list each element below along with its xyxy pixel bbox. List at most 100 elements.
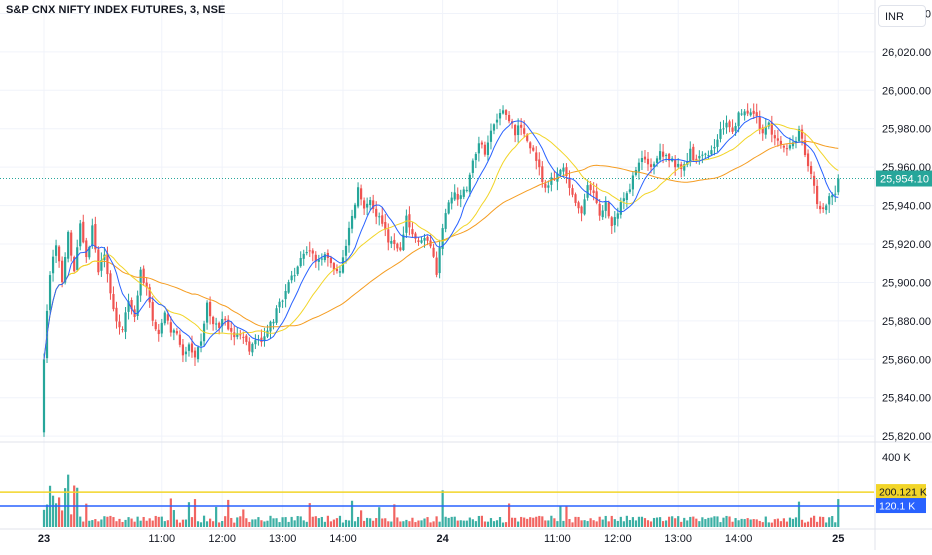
candle-body	[577, 202, 580, 209]
candle-body	[212, 316, 215, 325]
candle-body	[48, 275, 52, 311]
volume-bar	[707, 517, 710, 527]
candle-body	[64, 257, 67, 283]
volume-bar	[254, 519, 257, 527]
volume-bar	[278, 522, 281, 527]
volume-bar	[837, 499, 840, 527]
last-price-label: 25,954.10	[880, 173, 929, 185]
volume-bar	[450, 516, 453, 527]
volume-bar	[520, 516, 523, 527]
volume-bar	[142, 516, 145, 527]
candle-body	[281, 300, 284, 302]
volume-bar	[338, 515, 342, 527]
candle-body	[224, 318, 227, 320]
volume-bar	[550, 515, 553, 527]
candle-body	[601, 210, 604, 218]
candle-body	[501, 110, 505, 114]
volume-bar	[643, 518, 647, 527]
candle-body	[707, 155, 710, 157]
volume-bar	[622, 521, 625, 527]
candle-body	[154, 322, 157, 330]
candle-body	[625, 193, 628, 201]
volume-bar	[335, 518, 339, 527]
candle-body	[435, 257, 438, 275]
candle-body	[112, 294, 115, 310]
volume-bar	[731, 521, 734, 527]
volume-bar	[616, 520, 619, 527]
candle-body	[233, 332, 236, 338]
volume-bar	[813, 515, 816, 527]
candle-body	[544, 183, 547, 188]
volume-bar	[559, 506, 562, 527]
volume-bar	[326, 515, 329, 527]
volume-bar	[76, 487, 79, 527]
volume-bar	[822, 516, 825, 527]
candle-body	[308, 250, 311, 252]
volume-bar	[136, 516, 139, 527]
time-tick-label: 23	[38, 533, 50, 545]
candle-body	[148, 287, 151, 303]
candle-body	[462, 189, 465, 197]
volume-bar	[695, 518, 698, 527]
volume-bar	[175, 519, 178, 527]
candle-body	[293, 275, 296, 277]
volume-bar	[619, 516, 622, 527]
candle-body	[196, 347, 200, 360]
volume-bar	[187, 502, 191, 527]
candle-body	[106, 253, 109, 275]
volume-bar	[474, 521, 477, 527]
candle-body	[396, 243, 399, 249]
candle-body	[607, 202, 610, 217]
candle-body	[344, 245, 348, 256]
ma-slow-line	[43, 140, 839, 360]
ma-fast-line	[43, 115, 839, 360]
volume-bar	[468, 517, 471, 527]
volume-bar	[393, 504, 396, 527]
volume-bar	[124, 519, 127, 527]
candle-body	[332, 263, 336, 270]
candle-body	[492, 124, 496, 131]
candle-body	[779, 140, 782, 146]
currency-selector[interactable]: INR	[878, 5, 926, 27]
candle-body	[646, 158, 650, 165]
volume-bar	[634, 520, 638, 527]
volume-bar	[145, 520, 148, 527]
candle-body	[236, 333, 239, 337]
candle-body	[97, 249, 100, 273]
volume-bar	[112, 517, 115, 527]
candle-body	[616, 213, 619, 219]
volume-bar	[640, 516, 644, 527]
volume-bar	[471, 519, 474, 527]
candle-body	[655, 158, 659, 163]
volume-level-label: 200.121 K	[879, 487, 927, 499]
candle-body	[323, 254, 326, 261]
volume-bar	[806, 521, 810, 527]
candle-body	[816, 185, 819, 205]
volume-bar	[734, 518, 737, 527]
volume-bar	[121, 521, 124, 527]
candle-body	[260, 337, 263, 343]
candle-body	[115, 307, 118, 322]
volume-bar	[399, 521, 402, 527]
candle-body	[426, 236, 429, 241]
candle-body	[761, 127, 764, 134]
volume-bar	[266, 520, 269, 527]
candle-body	[82, 221, 85, 243]
candle-body	[121, 329, 124, 331]
volume-bar	[495, 520, 499, 527]
volume-bar	[752, 519, 755, 527]
candle-body	[205, 302, 209, 323]
candle-body	[85, 240, 88, 258]
volume-bar	[568, 519, 571, 527]
volume-bar	[79, 516, 82, 527]
candle-body	[571, 188, 574, 195]
candle-body	[287, 282, 290, 293]
volume-bar	[97, 521, 100, 527]
candle-body	[338, 271, 342, 273]
volume-bar	[230, 517, 233, 527]
candle-body	[547, 185, 550, 188]
candle-body	[507, 115, 511, 122]
candle-body	[67, 231, 70, 259]
volume-bar	[652, 517, 656, 527]
candle-body	[794, 140, 798, 143]
